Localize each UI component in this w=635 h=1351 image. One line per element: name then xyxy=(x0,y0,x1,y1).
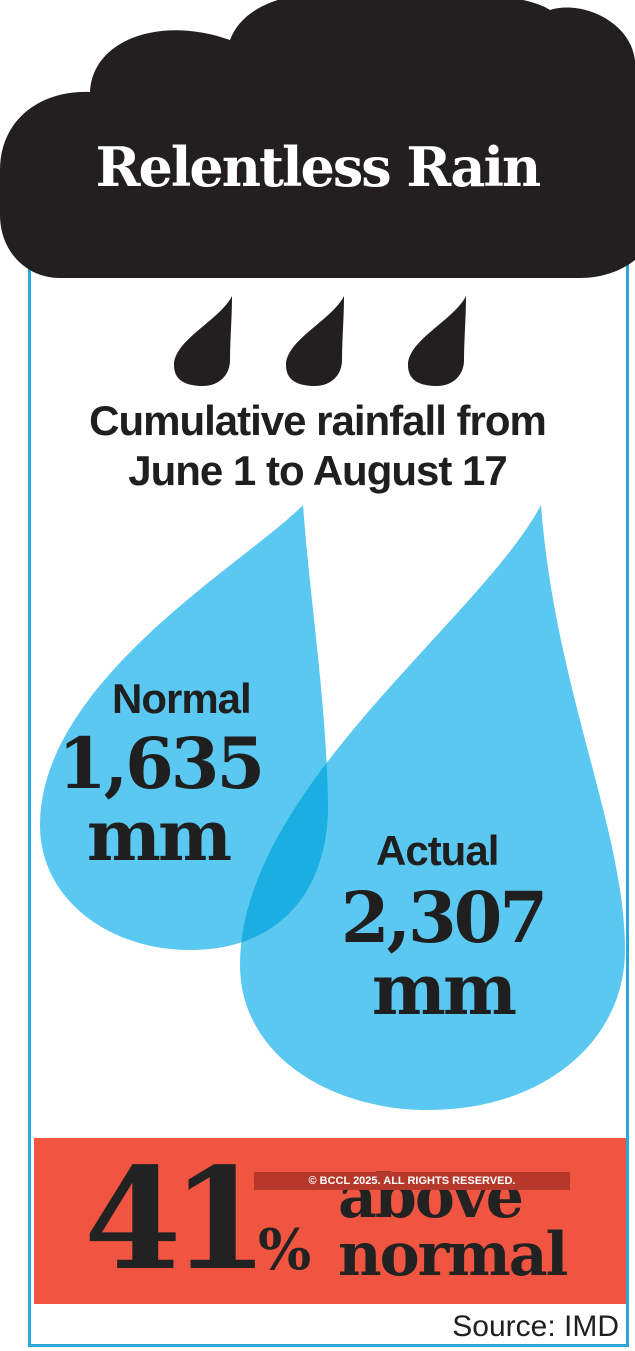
percent-sign: % xyxy=(258,1217,312,1283)
source-note: Source: IMD xyxy=(452,1310,619,1343)
actual-value: 2,307 mm xyxy=(336,882,550,1026)
watermark-bar xyxy=(254,1172,570,1190)
actual-label: Actual xyxy=(376,827,499,874)
raindrop-icon xyxy=(286,296,344,386)
subtitle-line-2: June 1 to August 17 xyxy=(128,447,508,494)
normal-value-unit: mm xyxy=(86,794,232,877)
cloud-icon xyxy=(0,0,635,278)
raindrop-icon xyxy=(174,296,232,386)
difference-banner xyxy=(34,1138,626,1304)
actual-drop xyxy=(240,505,625,1110)
normal-drop xyxy=(40,505,329,950)
actual-value-unit: mm xyxy=(371,948,517,1031)
chart-subtitle: Cumulative rainfall from June 1 to Augus… xyxy=(30,396,605,496)
infographic-frame xyxy=(28,200,629,1347)
chart-title: Relentless Rain xyxy=(95,135,542,199)
difference-text-line-2: normal xyxy=(338,1220,568,1290)
normal-value-number: 1,635 xyxy=(58,722,265,805)
normal-label: Normal xyxy=(112,675,252,722)
raindrop-icon xyxy=(408,296,466,386)
subtitle-line-1: Cumulative rainfall from xyxy=(89,397,547,444)
watermark: © BCCL 2025. ALL RIGHTS RESERVED. xyxy=(308,1175,516,1187)
actual-value-number: 2,307 xyxy=(340,876,548,959)
normal-value: 1,635 mm xyxy=(58,722,265,877)
difference-percent: 41 xyxy=(84,1138,269,1302)
